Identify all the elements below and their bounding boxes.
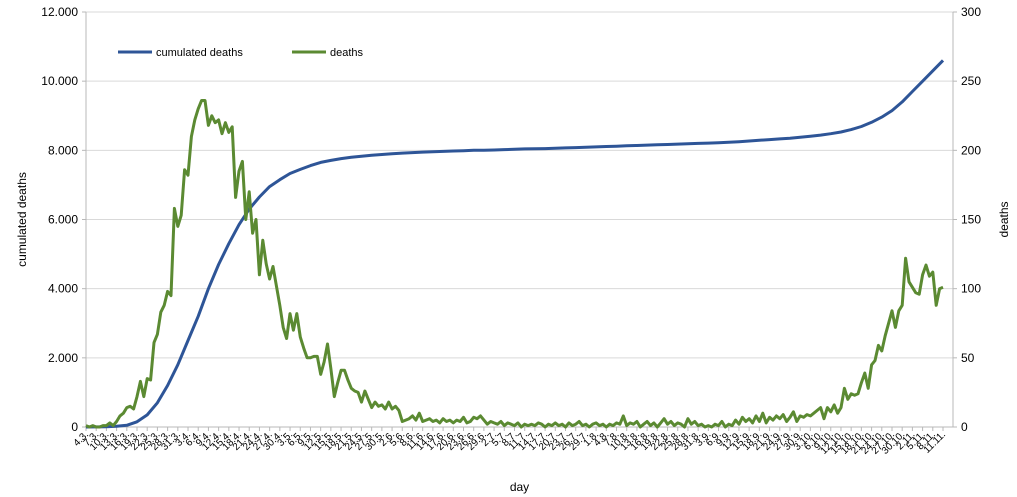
series-line-cumulated-deaths: [85, 59, 945, 429]
left-axis-title: cumulated deaths: [15, 172, 29, 267]
left-tick-label: 12.000: [41, 5, 78, 19]
left-tick-label: 4.000: [48, 282, 78, 296]
legend: cumulated deaths deaths: [118, 47, 364, 59]
left-axis-ticks: 0 2.000 4.000 6.000 8.000 10.000 12.000: [41, 5, 86, 434]
series-layer: [85, 59, 945, 429]
x-axis-ticks: 4.3.7.3.10.3.13.3.16.3.19.3.22.3.25.3.28…: [72, 427, 948, 457]
left-tick-label: 0: [71, 420, 78, 434]
legend-label: deaths: [330, 47, 364, 59]
right-tick-label: 100: [961, 282, 981, 296]
left-tick-label: 2.000: [48, 351, 78, 365]
right-tick-label: 300: [961, 5, 981, 19]
right-tick-label: 150: [961, 213, 981, 227]
right-axis-ticks: 0 50 100 150 200 250 300: [953, 5, 981, 434]
right-tick-label: 50: [961, 351, 975, 365]
right-tick-label: 250: [961, 74, 981, 88]
left-tick-label: 8.000: [48, 143, 78, 157]
left-tick-label: 6.000: [48, 213, 78, 227]
right-axis-title: deaths: [997, 201, 1011, 237]
right-tick-label: 200: [961, 143, 981, 157]
legend-label: cumulated deaths: [156, 47, 243, 59]
series-line-deaths: [85, 99, 944, 429]
right-tick-label: 0: [961, 420, 968, 434]
left-tick-label: 10.000: [41, 74, 78, 88]
gridlines: [86, 11, 953, 428]
x-axis-title: day: [510, 480, 529, 494]
